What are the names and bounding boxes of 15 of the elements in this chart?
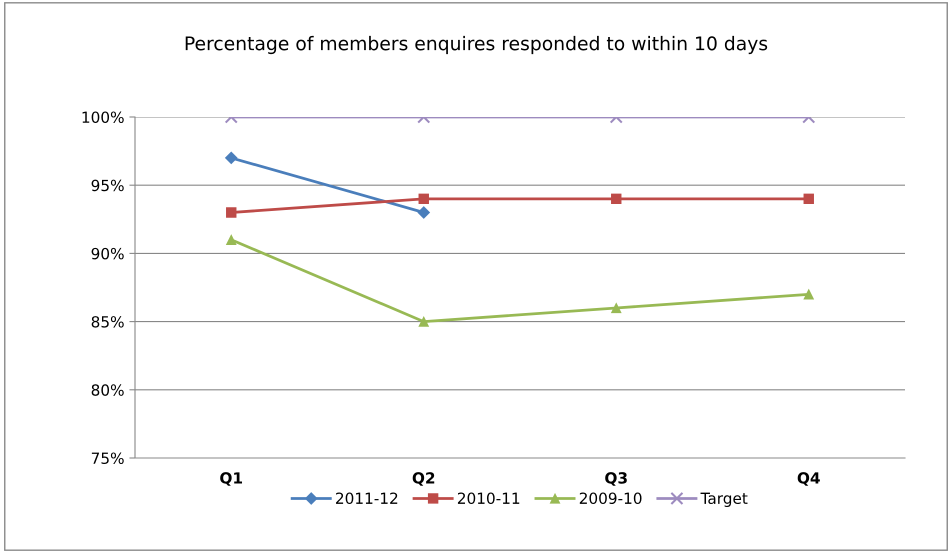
y-tick-label: 100%: [82, 111, 124, 124]
legend-label: 2011-12: [336, 492, 398, 504]
x-tick-label: Q2: [412, 472, 434, 486]
x-tick-label: Q4: [798, 472, 820, 486]
x-tick-label: Q1: [220, 472, 242, 486]
chart-title: Percentage of members enquires responded to within 10 days: [186, 36, 768, 54]
y-tick-label: 80%: [92, 384, 124, 396]
y-tick-label: 95%: [92, 180, 124, 192]
legend-label: 2009-10: [580, 492, 642, 504]
y-tick-label: 85%: [92, 316, 124, 328]
legend-label: 2010-11: [458, 492, 520, 504]
x-tick-label: Q3: [605, 472, 627, 486]
legend-label: Target: [700, 492, 748, 507]
y-tick-label: 90%: [92, 248, 124, 260]
y-tick-label: 75%: [92, 452, 124, 464]
